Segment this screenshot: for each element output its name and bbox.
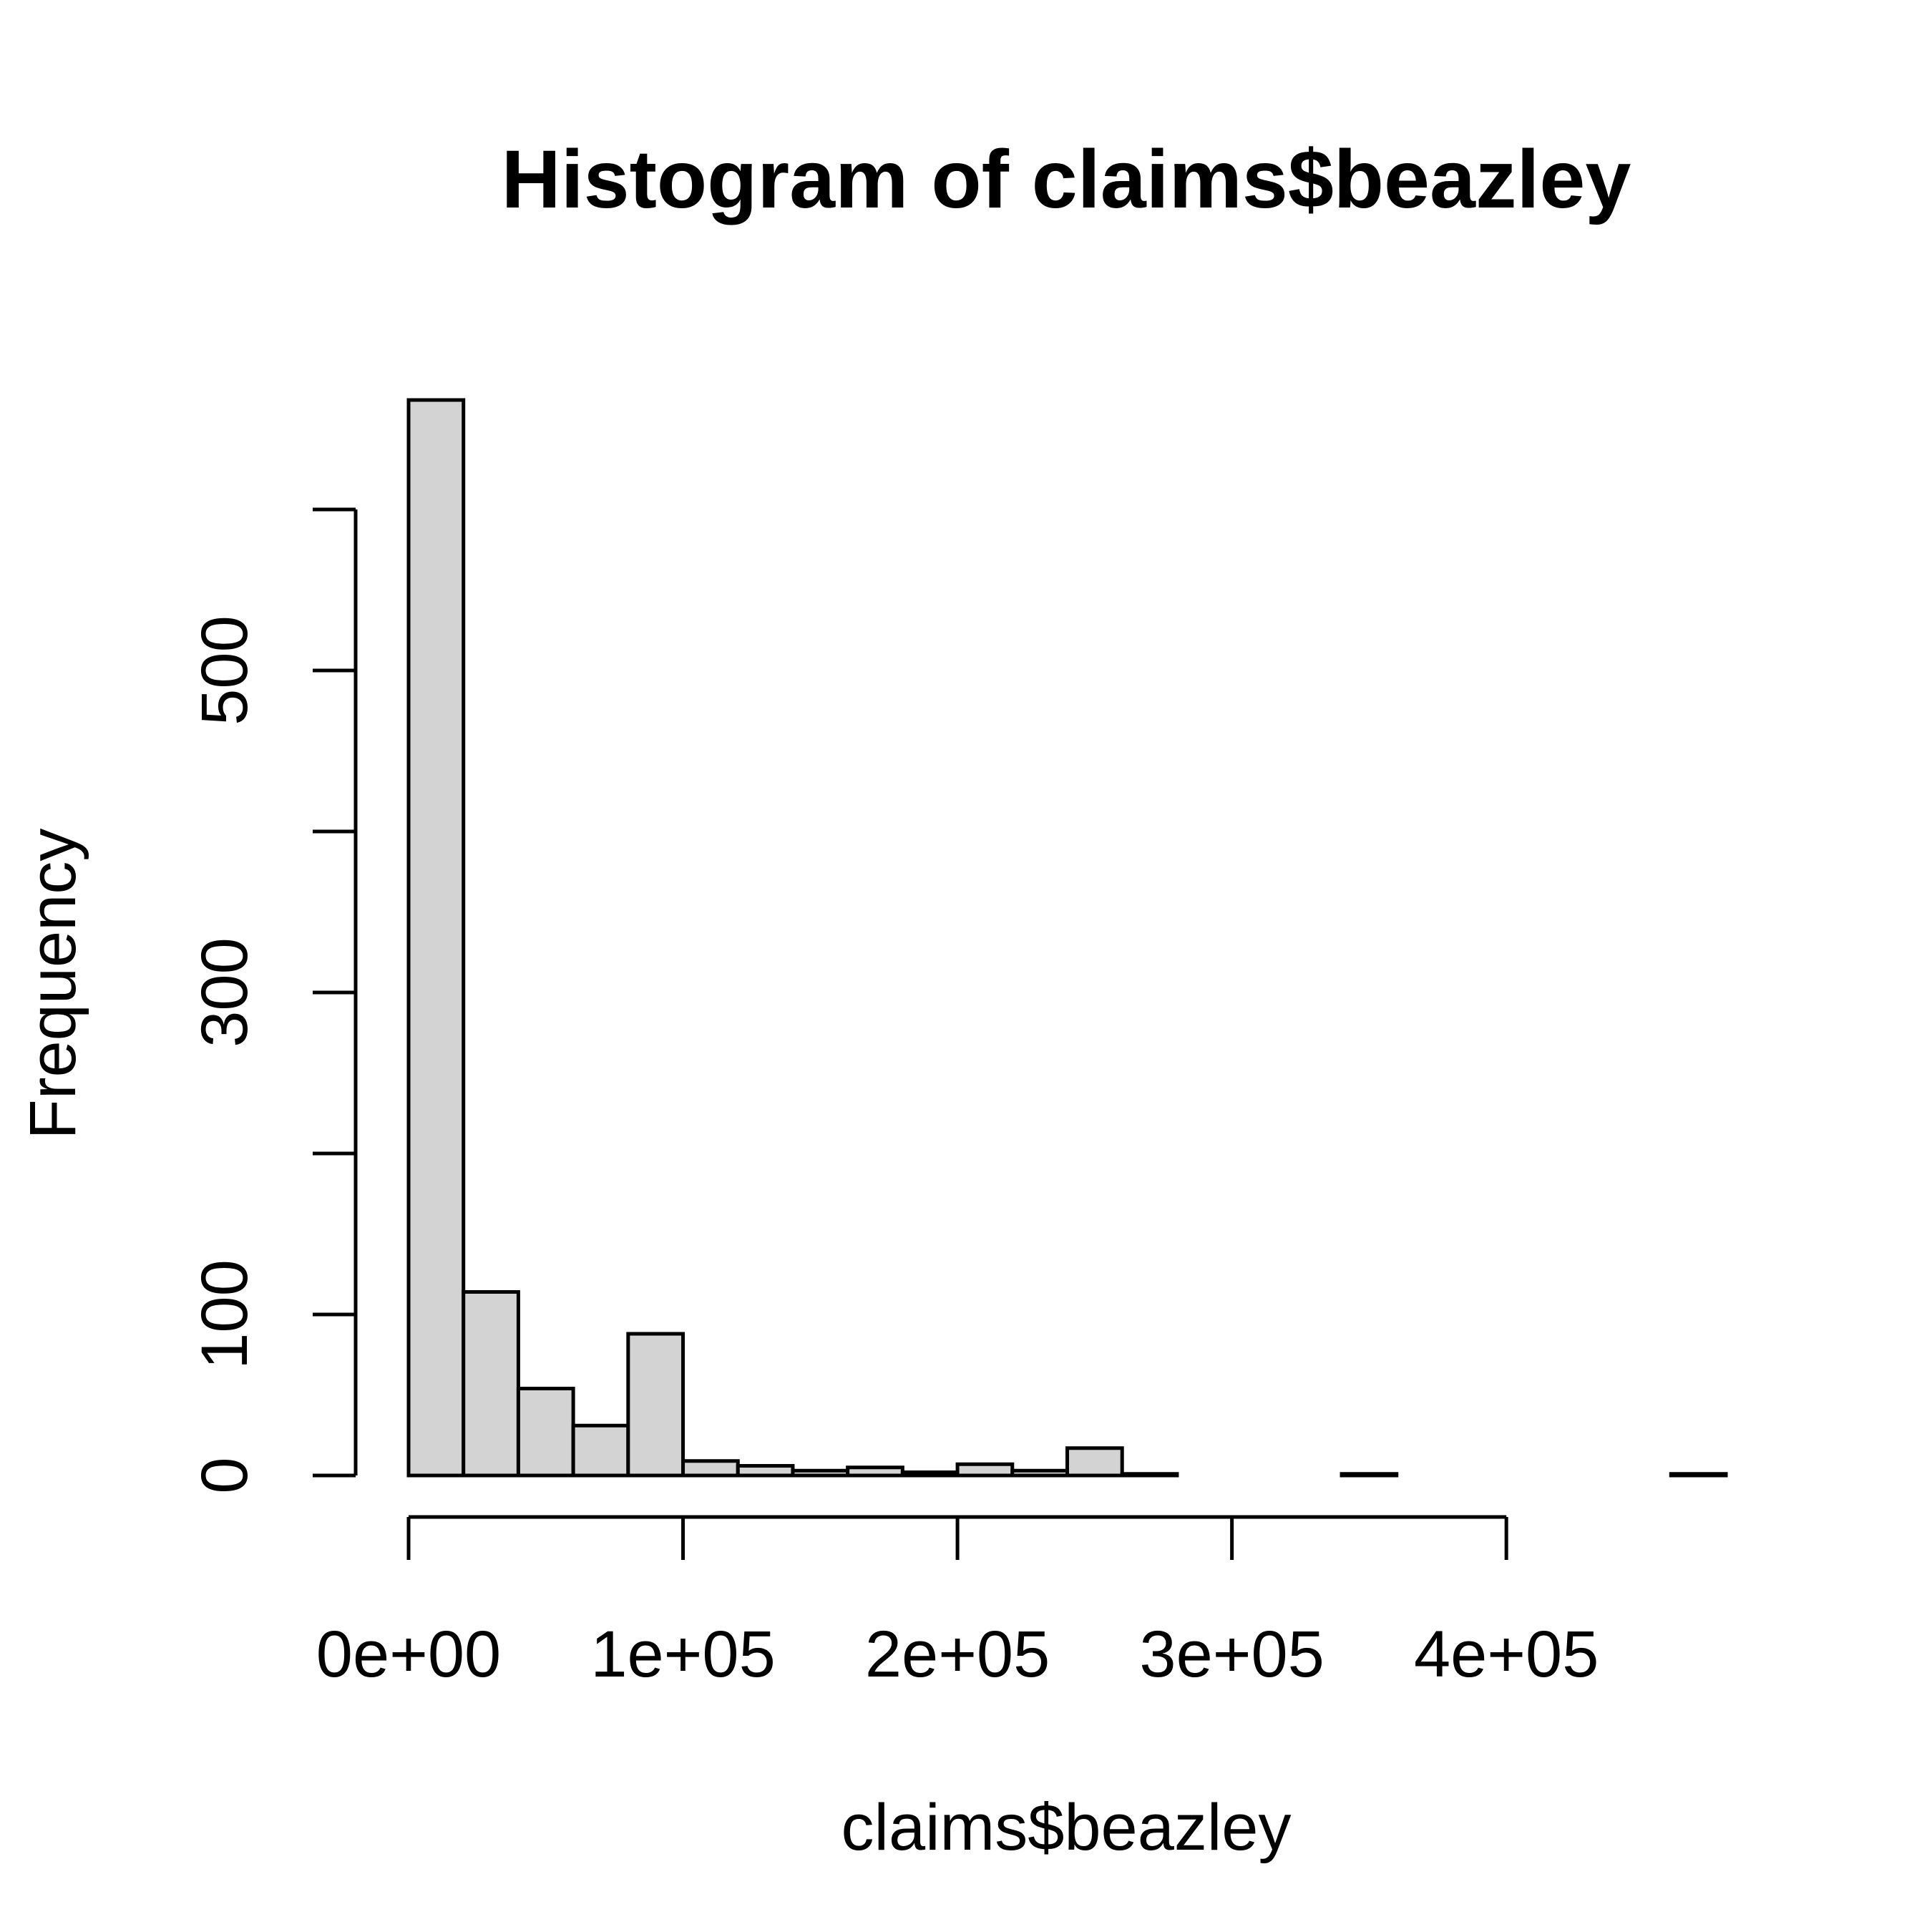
y-tick-label: 0 bbox=[188, 1457, 261, 1493]
histogram-bars bbox=[406, 398, 1728, 1478]
y-axis: 0 100 300 500 bbox=[188, 507, 358, 1494]
histogram-bar bbox=[846, 1465, 904, 1478]
histogram-bar bbox=[571, 1423, 630, 1478]
histogram-bar bbox=[1065, 1446, 1124, 1478]
y-tick-label: 100 bbox=[188, 1259, 261, 1370]
histogram-bar bbox=[516, 1387, 575, 1478]
histogram-bar bbox=[791, 1468, 850, 1478]
histogram-bar bbox=[681, 1459, 740, 1478]
histogram-bar bbox=[736, 1464, 795, 1478]
x-tick-label: 4e+05 bbox=[1414, 1618, 1599, 1691]
histogram-bar bbox=[1010, 1468, 1069, 1478]
histogram-bar bbox=[955, 1462, 1015, 1478]
histogram-bar bbox=[626, 1332, 686, 1478]
histogram-bar bbox=[406, 398, 466, 1478]
x-tick-label: 1e+05 bbox=[590, 1618, 775, 1691]
x-tick-label: 0e+00 bbox=[316, 1618, 501, 1691]
x-axis: 0e+00 1e+05 2e+05 3e+05 4e+05 bbox=[316, 1515, 1599, 1691]
histogram-bar bbox=[1340, 1472, 1399, 1478]
histogram-bar bbox=[1120, 1472, 1179, 1478]
chart-title: Histogram of claims$beazley bbox=[502, 134, 1631, 225]
histogram-bar bbox=[462, 1290, 520, 1478]
x-axis-label: claims$beazley bbox=[841, 1791, 1292, 1864]
x-tick-label: 2e+05 bbox=[865, 1618, 1050, 1691]
y-tick-label: 500 bbox=[188, 615, 261, 726]
histogram-bar bbox=[1669, 1472, 1728, 1478]
y-axis-label: Frequency bbox=[16, 829, 89, 1140]
x-tick-label: 3e+05 bbox=[1139, 1618, 1324, 1691]
histogram-bar bbox=[900, 1470, 960, 1478]
y-tick-label: 300 bbox=[188, 937, 261, 1048]
